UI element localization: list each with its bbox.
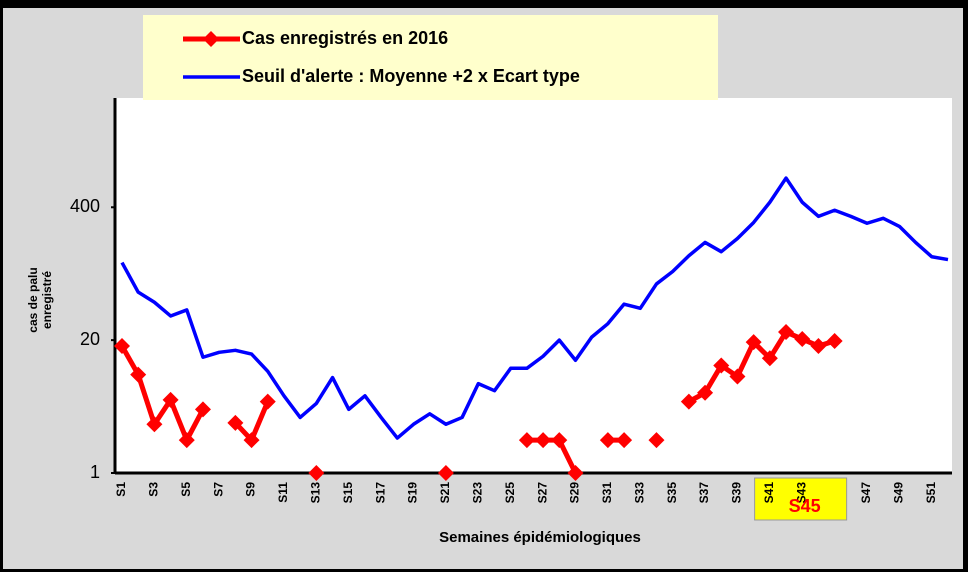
- x-tick-label: S27: [535, 482, 549, 504]
- x-tick-label: S31: [600, 482, 614, 504]
- data-point: [745, 334, 762, 351]
- data-point: [146, 416, 163, 433]
- data-point: [437, 465, 454, 481]
- x-tick-label: S47: [859, 482, 873, 504]
- data-point: [567, 465, 584, 481]
- legend-label: Seuil d'alerte : Moyenne +2 x Ecart type: [242, 66, 580, 86]
- x-tick-label: S37: [697, 482, 711, 504]
- y-axis-label-line: cas de palu: [26, 267, 40, 332]
- x-tick-label: S39: [730, 482, 744, 504]
- data-point: [130, 366, 147, 383]
- data-point: [178, 432, 195, 449]
- x-tick-label-highlighted: S45: [789, 496, 821, 516]
- y-tick-label: 1: [90, 462, 100, 482]
- y-tick-label: 400: [70, 196, 100, 216]
- x-tick-label: S25: [503, 482, 517, 504]
- legend-marker: [203, 31, 219, 47]
- data-point: [227, 414, 244, 431]
- x-axis-label: Semaines épidémiologiques: [439, 529, 641, 546]
- x-tick-label: S41: [762, 482, 776, 504]
- x-tick-label: S3: [147, 482, 161, 497]
- x-tick-label: S51: [924, 482, 938, 504]
- x-tick-label: S21: [438, 482, 452, 504]
- x-tick-label: S43: [794, 482, 808, 504]
- data-point: [648, 432, 665, 449]
- y-axis-label-line: enregistré: [40, 271, 54, 329]
- highlight-box: [754, 477, 848, 521]
- x-tick-label: S7: [211, 482, 225, 497]
- x-tick-label: S19: [406, 482, 420, 504]
- x-tick-label: S1: [114, 482, 128, 497]
- x-tick-label: S13: [309, 482, 323, 504]
- x-tick-label: S49: [892, 482, 906, 504]
- data-point: [713, 357, 730, 374]
- data-point: [518, 432, 535, 449]
- y-axis-label: cas de paluenregistré: [26, 267, 54, 332]
- data-point: [535, 432, 552, 449]
- data-point: [599, 432, 616, 449]
- x-tick-label: S33: [632, 482, 646, 504]
- data-point: [794, 331, 811, 348]
- data-point: [729, 368, 746, 385]
- x-tick-label: S9: [244, 482, 258, 497]
- x-tick-label: S15: [341, 482, 355, 504]
- x-tick-label: S29: [568, 482, 582, 504]
- data-point: [114, 338, 130, 355]
- data-point: [697, 384, 714, 401]
- plot-area: [115, 98, 952, 473]
- series-line: [120, 176, 949, 440]
- data-point: [259, 393, 276, 410]
- data-point: [162, 391, 179, 408]
- data-point: [761, 350, 778, 367]
- x-tick-label: S23: [470, 482, 484, 504]
- x-tick-label: S17: [373, 482, 387, 504]
- data-point: [680, 393, 697, 410]
- data-point: [243, 432, 260, 449]
- legend-box: [143, 15, 718, 100]
- data-point: [778, 324, 795, 341]
- x-tick-label: S5: [179, 482, 193, 497]
- x-tick-label: S35: [665, 482, 679, 504]
- data-point: [308, 465, 325, 481]
- data-point: [194, 401, 211, 418]
- y-tick-label: 20: [80, 329, 100, 349]
- legend-label: Cas enregistrés en 2016: [242, 28, 448, 48]
- data-point: [810, 338, 827, 355]
- data-point: [551, 432, 568, 449]
- x-tick-label: S11: [276, 482, 290, 503]
- data-point: [826, 333, 843, 350]
- data-point: [616, 432, 633, 449]
